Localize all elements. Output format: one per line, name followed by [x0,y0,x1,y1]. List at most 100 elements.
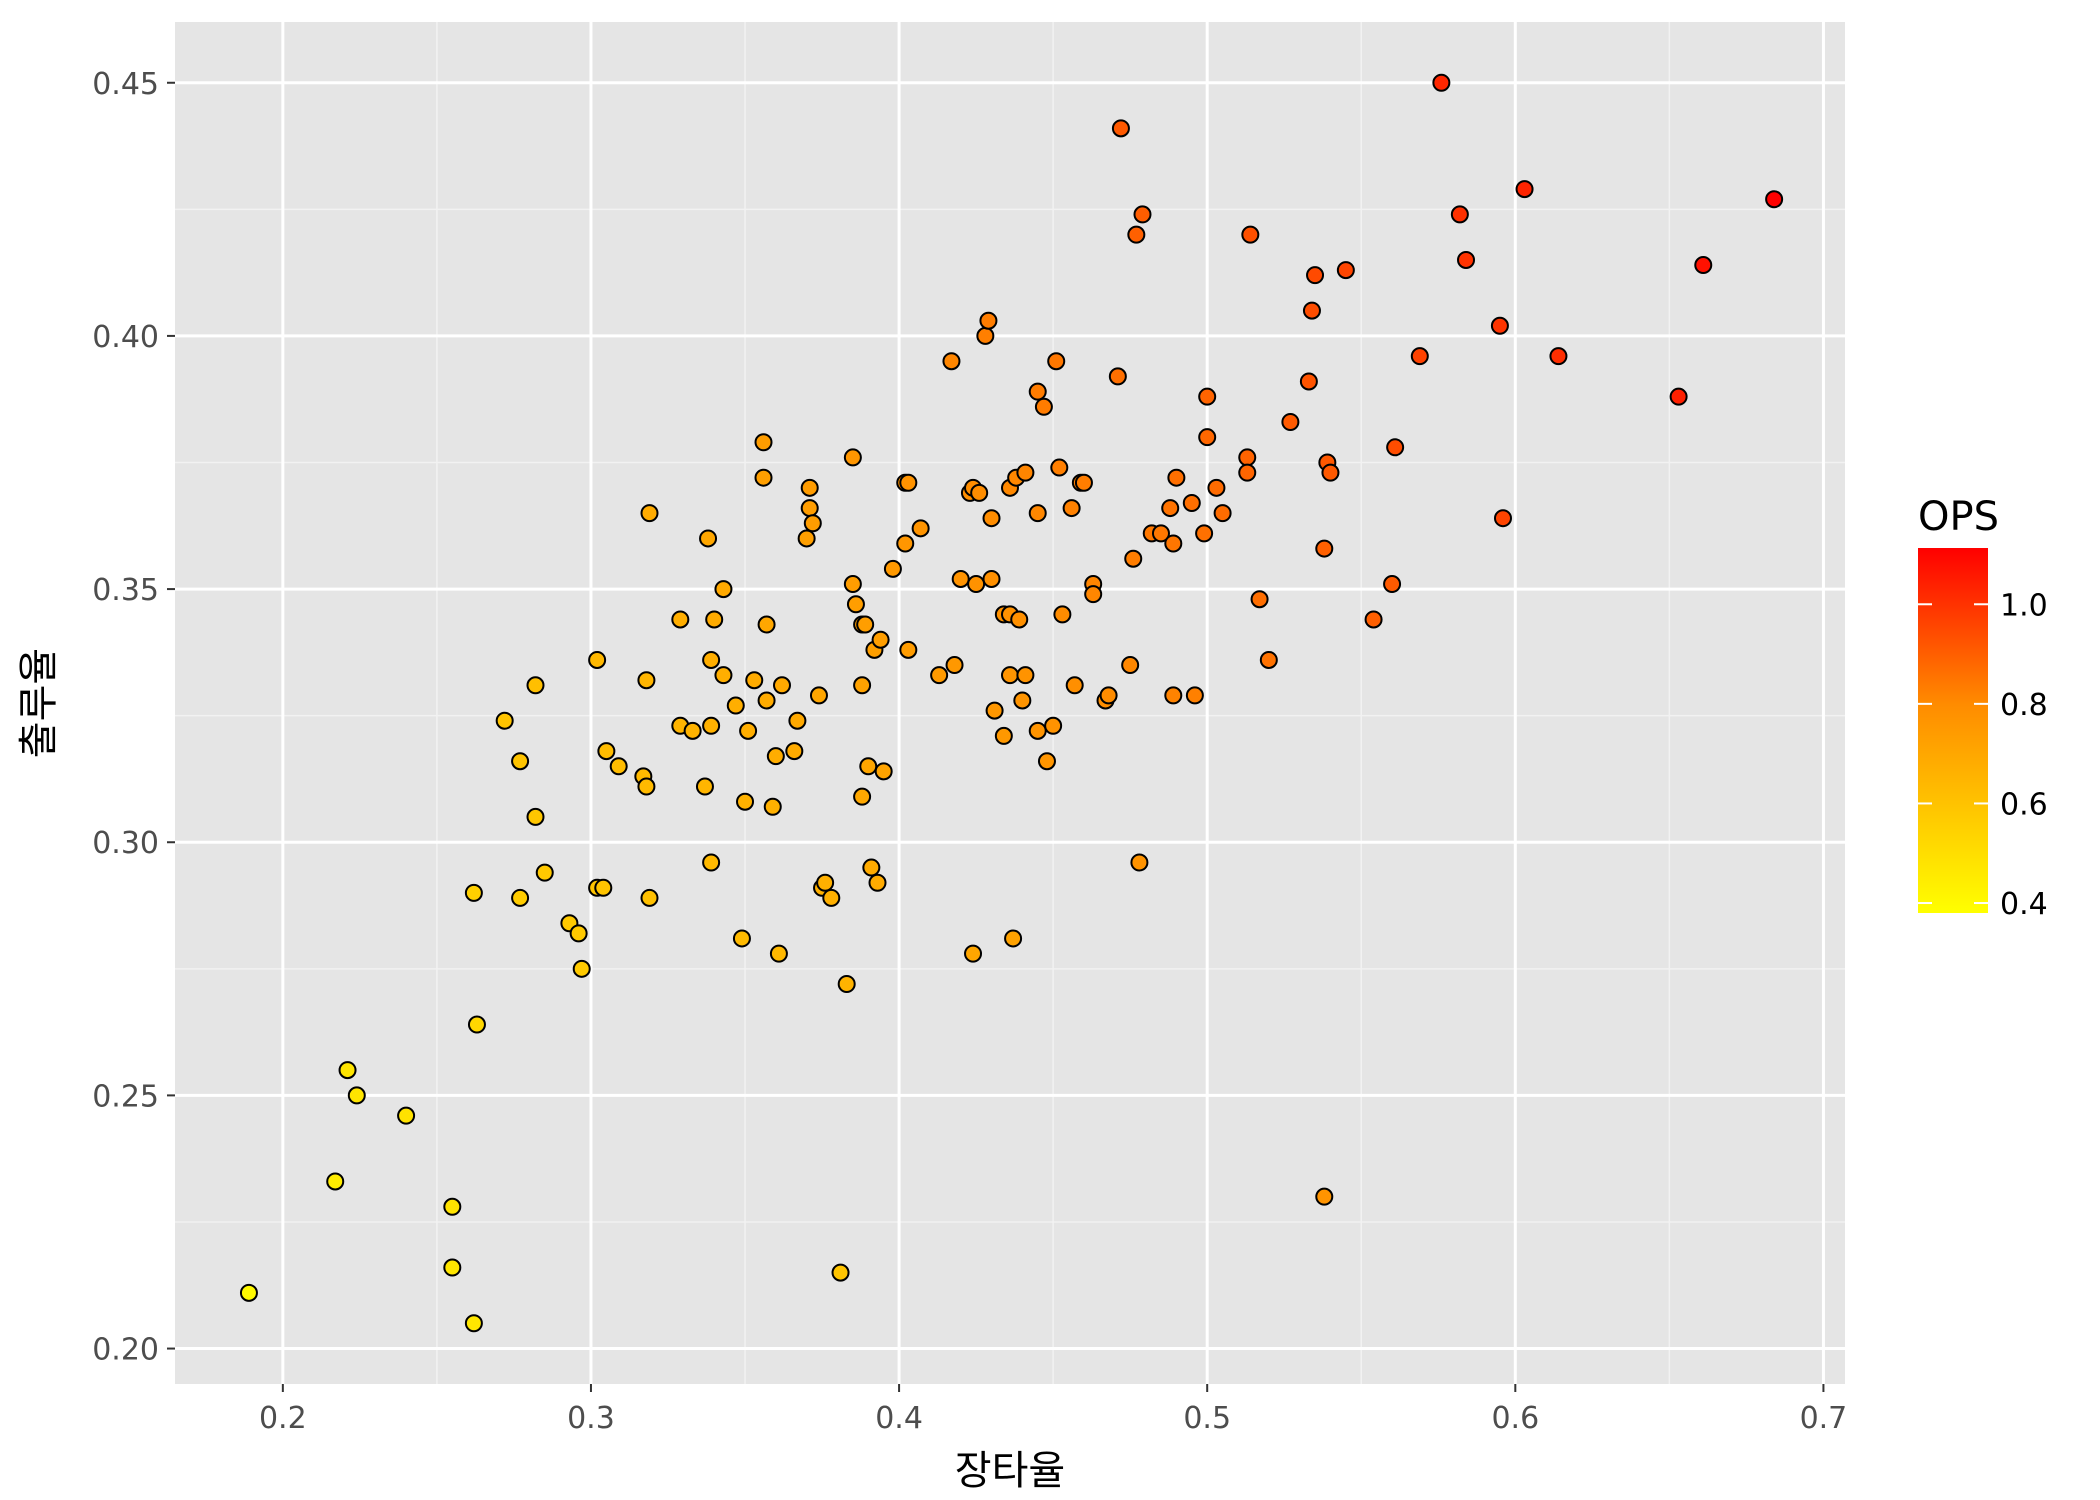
data-point [1515,180,1534,199]
data-point [1013,691,1032,710]
data-point [797,529,816,548]
x-axis-title: 장타율 [955,1448,1065,1494]
y-axis-title: 출루율 [16,648,62,758]
legend-tick-label: 0.6 [2000,787,2048,822]
data-point [640,888,659,907]
legend-ticks: 1.0 0.8 0.6 0.4 [1918,588,2048,922]
legend-tick-label: 0.4 [2000,887,2048,922]
x-tick-label: 0.2 [259,1401,307,1436]
data-point [1108,367,1127,386]
data-point [726,696,745,715]
legend-tick-label: 1.0 [2000,588,2048,623]
data-point [754,468,773,487]
data-point [1669,387,1688,406]
data-point [464,883,483,902]
data-point [239,1283,258,1302]
data-point [1133,205,1152,224]
data-point [1151,524,1170,543]
data-point [785,742,804,761]
data-point [1084,585,1103,604]
data-point [1028,504,1047,523]
data-point [1127,225,1146,244]
grid-minor [175,22,1845,1384]
data-point [1241,225,1260,244]
data-point [871,630,890,649]
legend: OPS 1.0 0.8 0.6 0.4 [1918,494,2048,922]
x-tick-label: 0.7 [1800,1401,1848,1436]
data-point [1410,347,1429,366]
data-point [843,575,862,594]
x-tick-label: 0.6 [1491,1401,1539,1436]
data-point [859,757,878,776]
data-point [1364,610,1383,629]
data-point [1167,468,1186,487]
data-point [853,787,872,806]
data-point [443,1197,462,1216]
data-point [846,595,865,614]
data-point [772,676,791,695]
data-point [1238,448,1257,467]
data-point [1099,686,1118,705]
data-point [1493,509,1512,528]
data-point [911,519,930,538]
data-point [757,691,776,710]
data-point [769,944,788,963]
data-point [1457,250,1476,269]
data-point [994,726,1013,745]
data-point [976,326,995,345]
data-point [443,1258,462,1277]
legend-colorbar [1918,548,1988,913]
data-point [1450,205,1469,224]
data-point [1302,301,1321,320]
data-point [1164,686,1183,705]
data-point [695,777,714,796]
data-point [1490,316,1509,335]
data-point [1336,261,1355,280]
data-point [874,762,893,781]
data-point [899,640,918,659]
legend-tick-label: 0.8 [2000,688,2048,723]
data-point [511,752,530,771]
data-point [1164,534,1183,553]
y-tick-label: 0.25 [92,1079,159,1114]
data-point [326,1172,345,1191]
data-point [338,1061,357,1080]
x-axis: 0.2 0.3 0.4 0.5 0.6 0.7 [259,1384,1847,1436]
data-point [754,433,773,452]
data-point [588,650,607,669]
data-point [1047,352,1066,371]
data-point [705,610,724,629]
data-point [671,610,690,629]
data-point [535,863,554,882]
data-point [1386,438,1405,457]
data-point [800,499,819,518]
data-point [1432,73,1451,92]
data-point [511,888,530,907]
data-point [347,1086,366,1105]
data-point [714,580,733,599]
data-points [239,73,1784,1333]
data-point [1315,1187,1334,1206]
y-tick-label: 0.30 [92,826,159,861]
data-point [736,792,755,811]
data-point [985,701,1004,720]
y-axis: 0.20 0.25 0.30 0.35 0.40 0.45 [92,67,175,1368]
data-point [766,747,785,766]
data-point [1315,539,1334,558]
data-point [757,615,776,634]
data-point [862,858,881,877]
legend-title: OPS [1918,494,1999,540]
data-point [982,509,1001,528]
data-point [1016,666,1035,685]
data-point [714,666,733,685]
data-point [1185,686,1204,705]
data-point [572,959,591,978]
data-point [809,686,828,705]
data-point [1001,666,1019,685]
data-point [1124,549,1143,568]
y-tick-label: 0.45 [92,67,159,102]
y-tick-label: 0.40 [92,320,159,355]
data-point [1004,929,1023,948]
y-tick-label: 0.20 [92,1333,159,1368]
data-point [1050,458,1069,477]
